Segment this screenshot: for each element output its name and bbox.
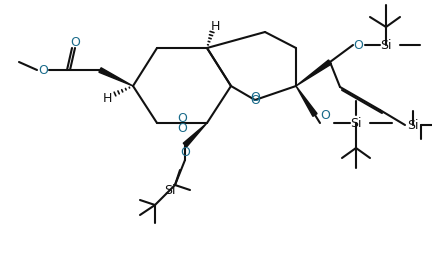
- Text: O: O: [70, 36, 80, 48]
- Text: O: O: [250, 94, 260, 106]
- Text: O: O: [180, 146, 190, 158]
- Text: O: O: [320, 109, 330, 122]
- Text: O: O: [177, 122, 187, 134]
- Text: H: H: [102, 92, 112, 104]
- Polygon shape: [99, 68, 133, 86]
- Text: Si: Si: [407, 118, 419, 132]
- Text: Si: Si: [164, 183, 176, 197]
- Text: O: O: [177, 111, 187, 125]
- Polygon shape: [296, 60, 331, 86]
- Text: O: O: [353, 39, 363, 52]
- Text: Si: Si: [350, 116, 362, 130]
- Polygon shape: [296, 86, 317, 116]
- Text: O: O: [38, 64, 48, 76]
- Text: H: H: [210, 20, 220, 32]
- Polygon shape: [183, 123, 207, 147]
- Text: O: O: [250, 90, 260, 104]
- Text: Si: Si: [380, 39, 392, 52]
